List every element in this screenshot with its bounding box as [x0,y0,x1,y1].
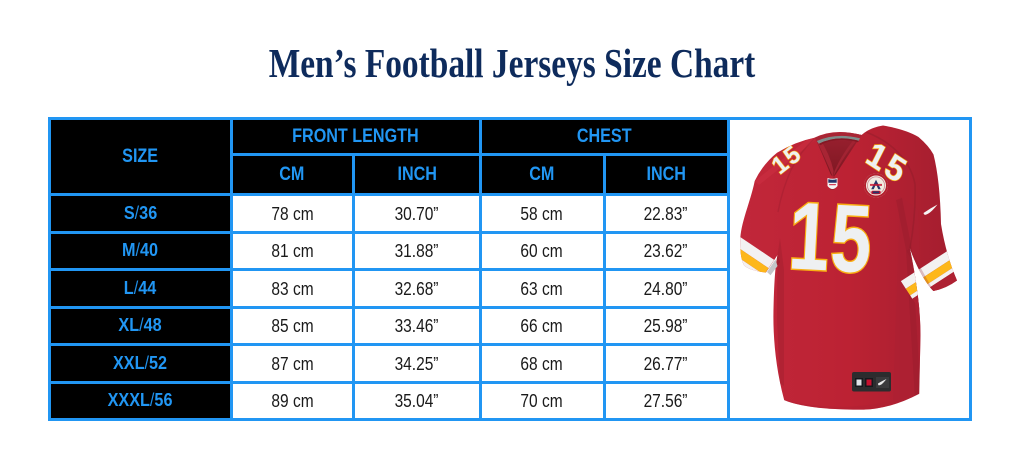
svg-text:15: 15 [786,183,876,294]
